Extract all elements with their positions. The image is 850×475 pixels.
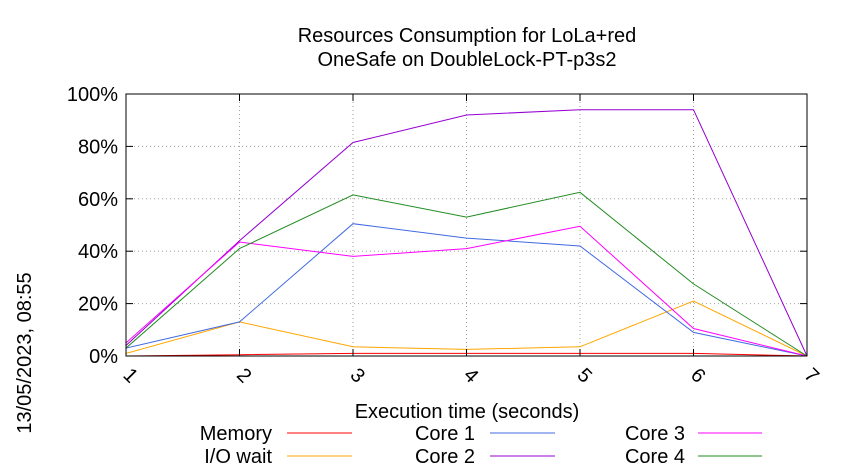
legend-label-core-3: Core 3 (625, 423, 685, 445)
x-tick-label: 6 (686, 364, 709, 387)
x-tick-label: 5 (573, 364, 596, 387)
y-tick-label: 60% (78, 189, 118, 211)
series-line-core-3 (125, 225, 808, 357)
series-line-core-1 (125, 223, 808, 357)
y-tick-label: 40% (78, 241, 118, 263)
series-line-core-4 (125, 191, 808, 357)
y-tick-label: 0% (89, 346, 118, 368)
chart-title: Resources Consumption for LoLa+red (298, 25, 637, 47)
chart-subtitle: OneSafe on DoubleLock-PT-p3s2 (317, 49, 616, 71)
x-tick-label: 7 (800, 364, 823, 387)
y-tick-label: 100% (67, 84, 118, 106)
grid (126, 94, 807, 356)
x-axis-label: Execution time (seconds) (355, 401, 580, 423)
x-tick-label: 2 (232, 364, 255, 387)
legend-label-memory: Memory (200, 423, 272, 445)
y-tick-label: 80% (78, 136, 118, 158)
x-tick-label: 4 (459, 364, 482, 387)
legend-label-i-o-wait: I/O wait (204, 446, 272, 468)
y-tick-label: 20% (78, 294, 118, 316)
series-line-core-2 (125, 109, 808, 357)
legend-label-core-1: Core 1 (415, 423, 475, 445)
legend-label-core-4: Core 4 (625, 446, 685, 468)
series-line-i-o-wait (125, 300, 808, 357)
legend-label-core-2: Core 2 (415, 446, 475, 468)
x-tick-label: 1 (119, 364, 142, 387)
side-timestamp: 13/05/2023, 08:55 (14, 272, 36, 433)
x-tick-label: 3 (346, 364, 369, 387)
chart-title-group: Resources Consumption for LoLa+red OneSa… (298, 25, 637, 71)
